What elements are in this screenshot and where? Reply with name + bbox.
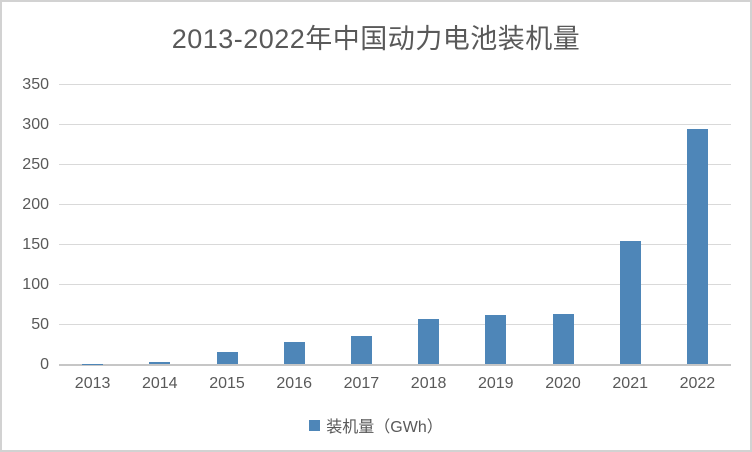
bar (350, 335, 372, 365)
gridline (59, 243, 731, 246)
x-axis-tick-label: 2015 (209, 374, 245, 392)
y-axis-tick-label: 100 (22, 275, 49, 293)
y-axis-tick-label: 350 (22, 75, 49, 93)
chart-title: 2013-2022年中国动力电池装机量 (171, 24, 581, 54)
gridline (59, 163, 731, 166)
y-axis-tick-label: 300 (22, 115, 49, 133)
x-axis-tick-label: 2017 (343, 374, 380, 392)
legend: 装机量（GWh） (2, 413, 750, 437)
x-axis-tick-label: 2020 (545, 374, 581, 392)
x-axis-tick-label: 2016 (276, 374, 312, 392)
y-axis-tick-label: 0 (40, 355, 49, 373)
y-axis-tick-label: 150 (22, 235, 49, 253)
x-axis-tick-label: 2013 (74, 374, 111, 392)
bar (686, 128, 708, 365)
x-axis-tick-label: 2021 (612, 374, 648, 392)
bar (216, 351, 238, 365)
legend-label: 装机量（GWh） (326, 419, 443, 436)
y-axis-tick-label: 200 (22, 195, 49, 213)
x-axis-tick-label: 2018 (410, 374, 447, 392)
y-axis-tick-label: 250 (22, 155, 49, 173)
x-axis-tick-label: 2019 (477, 374, 514, 392)
bar (552, 313, 574, 365)
legend-swatch (309, 419, 321, 431)
x-axis-line (59, 363, 731, 366)
gridline (59, 203, 731, 206)
gridline (59, 323, 731, 326)
y-axis-tick-label: 50 (31, 315, 49, 333)
gridline (59, 123, 731, 126)
x-axis-tick-label: 2014 (141, 374, 178, 392)
gridline (59, 83, 731, 86)
bar (418, 318, 440, 365)
bar (82, 363, 104, 365)
bar (619, 240, 641, 365)
bar (485, 314, 507, 365)
gridline (59, 283, 731, 286)
bar (149, 361, 171, 365)
bar (283, 341, 305, 365)
x-axis-tick-label: 2022 (679, 374, 716, 392)
